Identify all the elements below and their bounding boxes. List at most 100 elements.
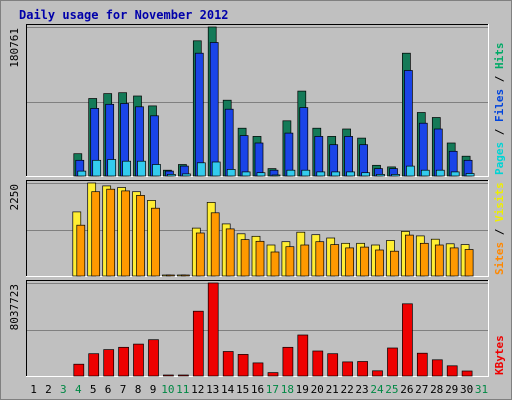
hits-pages-bar: [167, 174, 176, 177]
visits-sites-bar: [345, 247, 354, 277]
kbytes-kbytes-bar: [431, 359, 443, 377]
hits-files-bar: [433, 128, 443, 177]
kbytes-kbytes-bar: [103, 349, 115, 377]
kbytes-kbytes-bar: [192, 310, 204, 377]
chart-panels: 180761 Pages / Files / Hits 2250 Sites / Vi…: [8, 24, 506, 377]
x-tick-label: 9: [150, 383, 157, 396]
hits-pages-bar: [391, 174, 400, 177]
visits-legend-part: /: [493, 222, 506, 242]
kbytes-panel: 8037723 KBytes: [8, 280, 506, 377]
hits-pages-bar: [211, 161, 221, 177]
kbytes-kbytes-bar: [402, 303, 413, 377]
visits-sites-bar: [106, 188, 116, 277]
x-tick-label: 5: [90, 383, 97, 396]
visits-sites-bar: [255, 240, 265, 277]
x-tick-label: 10: [161, 383, 174, 396]
visits-ymax-label: 2250: [8, 184, 21, 211]
hits-pages-bar: [107, 159, 117, 177]
kbytes-bars: [73, 282, 473, 377]
hits-files-bar: [254, 142, 264, 177]
x-tick-label: 18: [281, 383, 294, 396]
hits-pages-bar: [301, 169, 311, 177]
visits-sites-bar: [360, 246, 369, 277]
x-tick-label: 26: [400, 383, 413, 396]
kbytes-kbytes-bar: [297, 334, 309, 377]
hits-legend-part: Hits: [493, 43, 506, 70]
hits-files-bar: [239, 135, 249, 177]
visits-sites-bar: [390, 250, 399, 277]
kbytes-kbytes-bar: [133, 343, 144, 377]
kbytes-kbytes-bar: [372, 370, 383, 377]
hits-pages-bar: [152, 164, 161, 177]
hits-pages-bar: [77, 170, 87, 177]
x-tick-label: 2: [45, 383, 52, 396]
x-tick-label: 16: [251, 383, 264, 396]
hits-pages-bar: [435, 169, 445, 177]
hits-files-bar: [329, 144, 339, 177]
visits-sites-bar: [76, 224, 86, 277]
kbytes-side-legend: KBytes: [493, 335, 506, 375]
x-tick-label: 6: [105, 383, 112, 396]
hits-files-bar: [209, 42, 219, 177]
visits-bars: [72, 182, 474, 277]
visits-sites-bar: [315, 241, 325, 277]
hits-pages-bar: [241, 171, 251, 177]
visits-sites-bar: [225, 228, 235, 277]
kbytes-kbytes-bar: [118, 346, 129, 377]
visits-sites-bar: [91, 191, 101, 277]
hits-pages-bar: [196, 162, 206, 177]
hits-pages-bar: [286, 169, 296, 177]
visits-legend-part: Sites: [493, 242, 506, 275]
hits-pages-bar: [406, 165, 415, 177]
kbytes-kbytes-bar: [267, 372, 279, 377]
kbytes-kbytes-bar: [237, 354, 249, 377]
visits-panel: 2250 Sites / Visits: [8, 180, 506, 277]
hits-pages-bar: [182, 173, 191, 177]
kbytes-kbytes-bar: [73, 363, 85, 377]
visits-sites-bar: [270, 251, 280, 277]
hits-legend-part: Pages: [493, 142, 506, 175]
kbytes-kbytes-bar: [222, 351, 234, 377]
visits-sites-bar: [136, 195, 145, 277]
kbytes-kbytes-bar: [88, 353, 100, 377]
kbytes-kbytes-bar: [207, 282, 219, 377]
x-tick-label: 24: [370, 383, 384, 396]
hits-panel: 180761 Pages / Files / Hits: [8, 24, 506, 177]
hits-pages-bar: [316, 171, 326, 177]
kbytes-kbytes-bar: [357, 361, 368, 377]
hits-pages-bar: [122, 160, 131, 177]
visits-sites-bar: [419, 242, 429, 277]
kbytes-kbytes-bar: [252, 362, 264, 377]
x-tick-label: 14: [221, 383, 235, 396]
x-tick-label: 28: [430, 383, 443, 396]
visits-sites-bar: [449, 247, 459, 277]
kbytes-kbytes-bar: [282, 346, 294, 377]
x-tick-label: 25: [385, 383, 398, 396]
kbytes-kbytes-bar: [148, 339, 159, 377]
x-tick-label: 20: [311, 383, 324, 396]
kbytes-kbytes-bar: [178, 374, 189, 377]
x-tick-label: 29: [445, 383, 458, 396]
x-tick-label: 11: [176, 383, 189, 396]
hits-pages-bar: [226, 169, 236, 177]
kbytes-kbytes-bar: [312, 350, 324, 377]
x-tick-label: 8: [135, 383, 142, 396]
hits-pages-bar: [376, 174, 385, 177]
kbytes-ymax-label: 8037723: [8, 284, 21, 330]
hits-files-bar: [224, 108, 234, 177]
visits-sites-bar: [405, 234, 414, 277]
x-tick-label: 31: [475, 383, 488, 396]
visits-sites-bar: [240, 239, 250, 277]
hits-files-bar: [404, 70, 413, 177]
hits-files-bar: [194, 52, 204, 177]
hits-bars: [73, 26, 475, 177]
visits-sites-bar: [151, 207, 160, 277]
hits-ymax-label: 180761: [8, 28, 21, 68]
x-tick-label: 12: [191, 383, 204, 396]
hits-pages-bar: [465, 173, 475, 177]
visits-side-legend: Sites / Visits: [493, 182, 506, 275]
x-tick-label: 23: [355, 383, 368, 396]
hits-files-bar: [299, 107, 309, 177]
